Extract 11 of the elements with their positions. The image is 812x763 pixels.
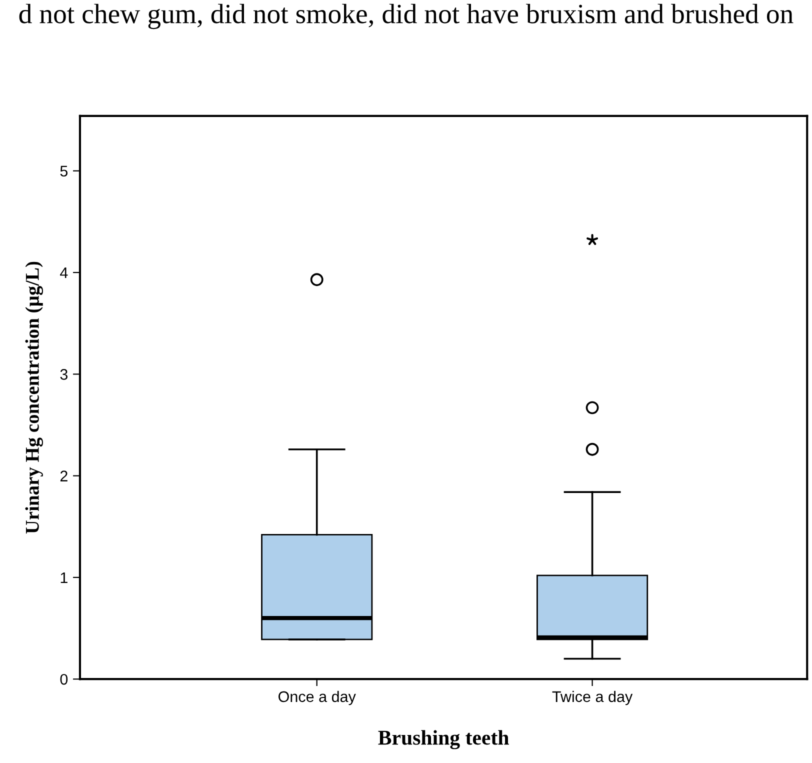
y-axis-title: Urinary Hg concentration (µg/L) [25, 262, 44, 534]
text: d not chew gum, did not smoke, did not have bruxism and brushed on [19, 4, 794, 30]
x-axis-title: Brushing teeth [378, 730, 509, 750]
y-tick-label: 4 [60, 268, 68, 278]
y-tick-label: 0 [60, 674, 68, 685]
x-tick-label: Twice a day [552, 690, 633, 706]
y-tick-label: 2 [60, 470, 68, 482]
y-tick-label: 3 [60, 369, 68, 380]
y-tick-label: 5 [60, 166, 68, 177]
y-tick-label: 1 [60, 572, 68, 583]
x-tick-label: Once a day [278, 690, 356, 706]
